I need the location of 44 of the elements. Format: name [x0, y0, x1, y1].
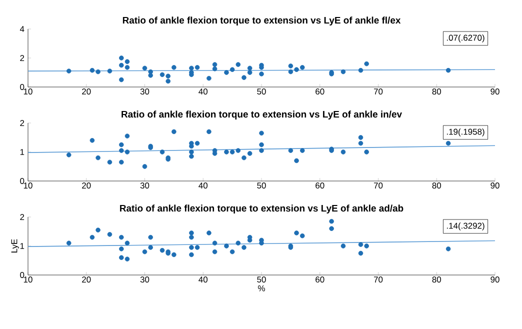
y-tick-label: 2 — [20, 214, 24, 220]
y-tick-label: 1 — [20, 149, 24, 155]
annotation: .14(.3292) — [446, 222, 484, 230]
y-tick-label: 2 — [20, 55, 24, 61]
x-tick-label: 50 — [257, 182, 266, 189]
chart-title: Ratio of ankle flexion torque to extension vs LyE of ankle in/ev — [122, 110, 402, 120]
x-tick-label: 20 — [82, 88, 91, 95]
x-tick-label: 30 — [140, 182, 150, 189]
x-tick-label: 60 — [316, 182, 324, 189]
x-tick-label: 70 — [374, 182, 383, 189]
x-tick-label: 10 — [24, 88, 32, 95]
annotation: .19(.1958) — [446, 128, 484, 136]
x-tick-label: 20 — [82, 182, 91, 189]
x-tick-label: 50 — [257, 88, 266, 95]
x-tick-label: 90 — [490, 88, 500, 95]
x-tick-label: 70 — [374, 88, 383, 95]
y-tick-label: 0 — [20, 272, 24, 278]
chart-title: Ratio of ankle flexion torque to extension vs LyE of ankle fl/ex — [122, 16, 401, 26]
x-tick-label: 80 — [432, 182, 441, 189]
x-tick-label: 40 — [198, 88, 208, 95]
x-tick-label: 80 — [432, 88, 441, 95]
y-tick-label: 1 — [20, 243, 24, 249]
x-tick-label: 60 — [316, 88, 324, 95]
chart-title: Ratio of ankle flexion torque to extension vs LyE of ankle ad/ab — [120, 204, 404, 214]
x-tick-label: 10 — [24, 182, 32, 189]
y-axis-title: LyE — [11, 239, 19, 252]
x-tick-label: 30 — [140, 276, 150, 283]
y-tick-label: 0 — [20, 84, 24, 90]
x-axis-title: % — [258, 285, 265, 292]
x-tick-label: 30 — [140, 88, 150, 95]
x-tick-label: 40 — [198, 276, 208, 283]
annotation: .07(.6270) — [446, 34, 484, 42]
x-tick-label: 20 — [82, 276, 91, 283]
x-tick-label: 50 — [257, 276, 266, 283]
x-tick-label: 90 — [490, 182, 500, 189]
x-tick-label: 40 — [198, 182, 208, 189]
x-tick-label: 60 — [316, 276, 324, 283]
x-tick-label: 70 — [374, 276, 383, 283]
x-tick-label: 80 — [432, 276, 441, 283]
x-tick-label: 90 — [490, 276, 500, 283]
y-tick-label: 4 — [20, 26, 24, 32]
y-tick-label: 0 — [20, 178, 24, 184]
y-tick-label: 2 — [20, 120, 24, 126]
x-tick-label: 10 — [24, 276, 32, 283]
